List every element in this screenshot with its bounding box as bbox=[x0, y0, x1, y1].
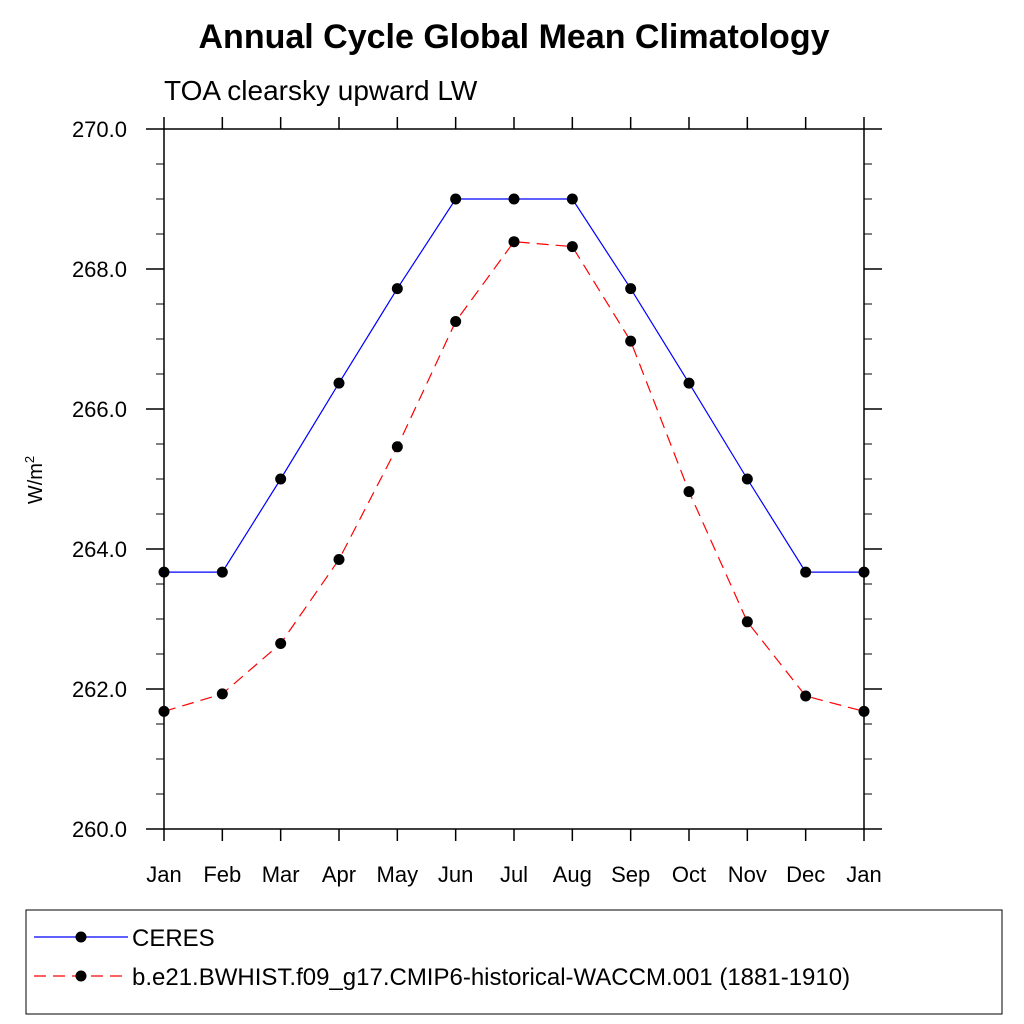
series-0-point bbox=[566, 193, 578, 205]
series-0-point bbox=[333, 377, 345, 389]
series-0-point bbox=[625, 283, 637, 295]
series-0-point bbox=[683, 377, 695, 389]
series-1-point bbox=[508, 236, 520, 248]
chart-subtitle: TOA clearsky upward LW bbox=[164, 75, 478, 106]
y-axis-label-text: W/m bbox=[25, 463, 47, 504]
series-1-point bbox=[800, 690, 812, 702]
series-1-point bbox=[275, 638, 287, 649]
svg-text:W/m2: W/m2 bbox=[22, 456, 47, 504]
series-1-point bbox=[683, 486, 695, 498]
legend-box bbox=[25, 909, 1003, 1015]
y-tick-label: 262.0 bbox=[72, 677, 127, 702]
legend-label-0: CERES bbox=[132, 925, 215, 952]
y-tick-label: 260.0 bbox=[72, 817, 127, 842]
series-0-point bbox=[800, 566, 812, 578]
series-layer bbox=[158, 193, 870, 717]
series-0-point bbox=[216, 566, 228, 578]
x-tick-label: Jan bbox=[846, 862, 881, 887]
series-1-point bbox=[333, 554, 345, 565]
x-tick-label: Aug bbox=[553, 862, 592, 887]
x-tick-label: Nov bbox=[728, 862, 767, 887]
chart-title: Annual Cycle Global Mean Climatology bbox=[199, 18, 830, 56]
series-1-point bbox=[858, 705, 870, 717]
x-tick-label: Jul bbox=[500, 862, 528, 887]
series-0-point bbox=[741, 473, 753, 485]
x-tick-label: Apr bbox=[322, 862, 356, 887]
y-tick-label: 268.0 bbox=[72, 257, 127, 282]
y-tick-label: 266.0 bbox=[72, 397, 127, 422]
x-tick-label: Oct bbox=[672, 862, 706, 887]
x-tick-label: Feb bbox=[203, 862, 241, 887]
series-0-point bbox=[275, 473, 287, 485]
x-tick-label: Sep bbox=[611, 862, 650, 887]
series-1-point bbox=[625, 335, 637, 347]
y-axis-label: W/m2 bbox=[22, 456, 47, 504]
series-1-point bbox=[450, 316, 462, 327]
y-tick-label: 264.0 bbox=[72, 537, 127, 562]
plot-frame bbox=[163, 128, 865, 830]
legend: CERES b.e21.BWHIST.f09_g17.CMIP6-historic… bbox=[34, 925, 850, 991]
series-0-point bbox=[508, 193, 520, 205]
series-1-point bbox=[158, 705, 170, 717]
x-tick-label: Dec bbox=[786, 862, 825, 887]
series-0-point bbox=[858, 566, 870, 578]
series-0-point bbox=[391, 283, 403, 295]
legend-marker-0 bbox=[75, 931, 87, 943]
series-1-point bbox=[566, 241, 578, 253]
series-0-point bbox=[450, 193, 462, 205]
x-tick-label: May bbox=[377, 862, 419, 887]
series-1-point bbox=[741, 616, 753, 628]
y-tick-label: 270.0 bbox=[72, 117, 127, 142]
series-1-point bbox=[391, 441, 403, 453]
legend-label-1: b.e21.BWHIST.f09_g17.CMIP6-historical-WA… bbox=[132, 964, 850, 991]
series-line-0 bbox=[164, 198, 864, 573]
legend-marker-1 bbox=[75, 970, 87, 982]
series-1-point bbox=[216, 688, 228, 700]
series-line-1 bbox=[163, 241, 865, 712]
x-tick-label: Jan bbox=[146, 862, 181, 887]
x-tick-label: Mar bbox=[262, 862, 300, 887]
y-axis-label-superscript: 2 bbox=[22, 456, 37, 463]
x-tick-label: Jun bbox=[438, 862, 473, 887]
series-0-point bbox=[158, 566, 170, 578]
axis-ticks: Jan Feb Mar Apr May Jun Jul Aug Sep Oct Nov Dec Jan 2… bbox=[72, 117, 882, 887]
